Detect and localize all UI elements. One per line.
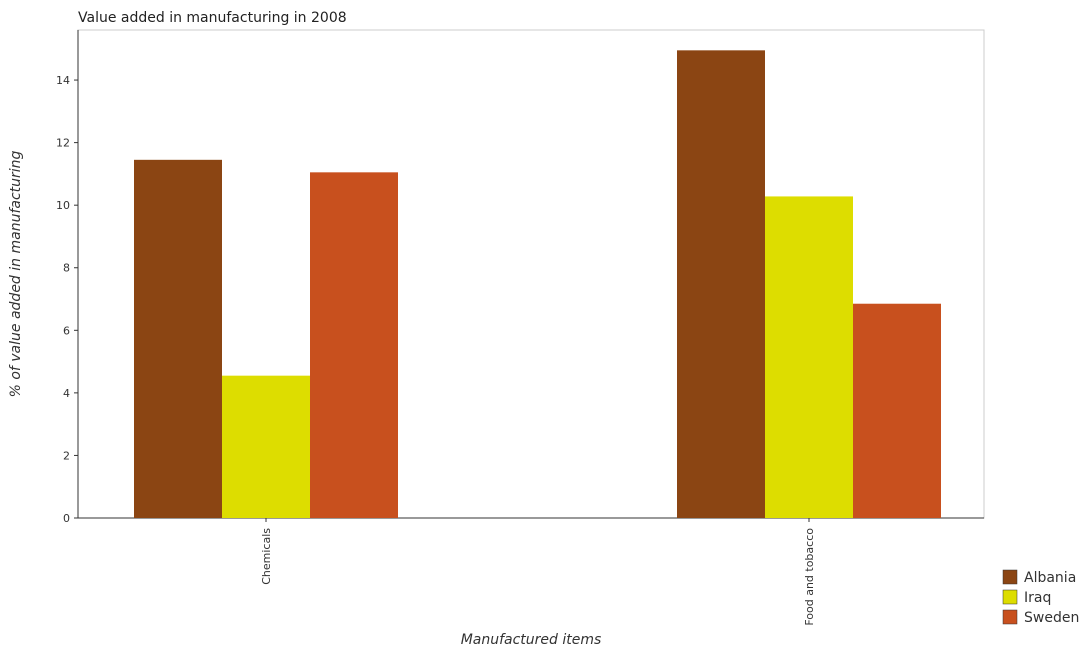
y-axis-ticks: 0 2 4 6 8 10 12 14 xyxy=(56,74,78,525)
legend-swatch-sweden xyxy=(1002,609,1018,625)
legend-swatch-albania xyxy=(1002,569,1018,585)
legend-label-sweden: Sweden xyxy=(1024,610,1079,626)
legend-swatch-iraq xyxy=(1002,589,1018,605)
y-tick-label: 0 xyxy=(63,512,70,525)
bar-sweden-0 xyxy=(310,172,398,519)
x-tick-label: Chemicals xyxy=(260,528,273,585)
y-tick-label: 6 xyxy=(63,324,70,337)
y-tick-label: 4 xyxy=(63,387,70,400)
bar-sweden-1 xyxy=(853,303,941,518)
y-tick-label: 12 xyxy=(56,137,70,150)
bar-albania-0 xyxy=(134,159,222,519)
chart-title: Value added in manufacturing in 2008 xyxy=(78,10,347,26)
y-axis-label: % of value added in manufacturing xyxy=(8,150,24,397)
bar-iraq-1 xyxy=(765,196,853,518)
x-axis-label: Manufactured items xyxy=(461,632,602,648)
y-tick-label: 10 xyxy=(56,199,70,212)
legend-label-iraq: Iraq xyxy=(1024,590,1051,606)
x-tick-label: Food and tobacco xyxy=(803,528,816,626)
bar-albania-1 xyxy=(677,50,765,518)
y-tick-label: 2 xyxy=(63,449,70,462)
legend: Albania Iraq Sweden xyxy=(1002,569,1079,626)
x-axis-ticks: Chemicals Food and tobacco xyxy=(260,518,816,626)
bar-iraq-0 xyxy=(222,375,310,518)
legend-label-albania: Albania xyxy=(1024,570,1076,586)
y-tick-label: 8 xyxy=(63,262,70,275)
bars xyxy=(134,50,941,519)
y-tick-label: 14 xyxy=(56,74,70,87)
